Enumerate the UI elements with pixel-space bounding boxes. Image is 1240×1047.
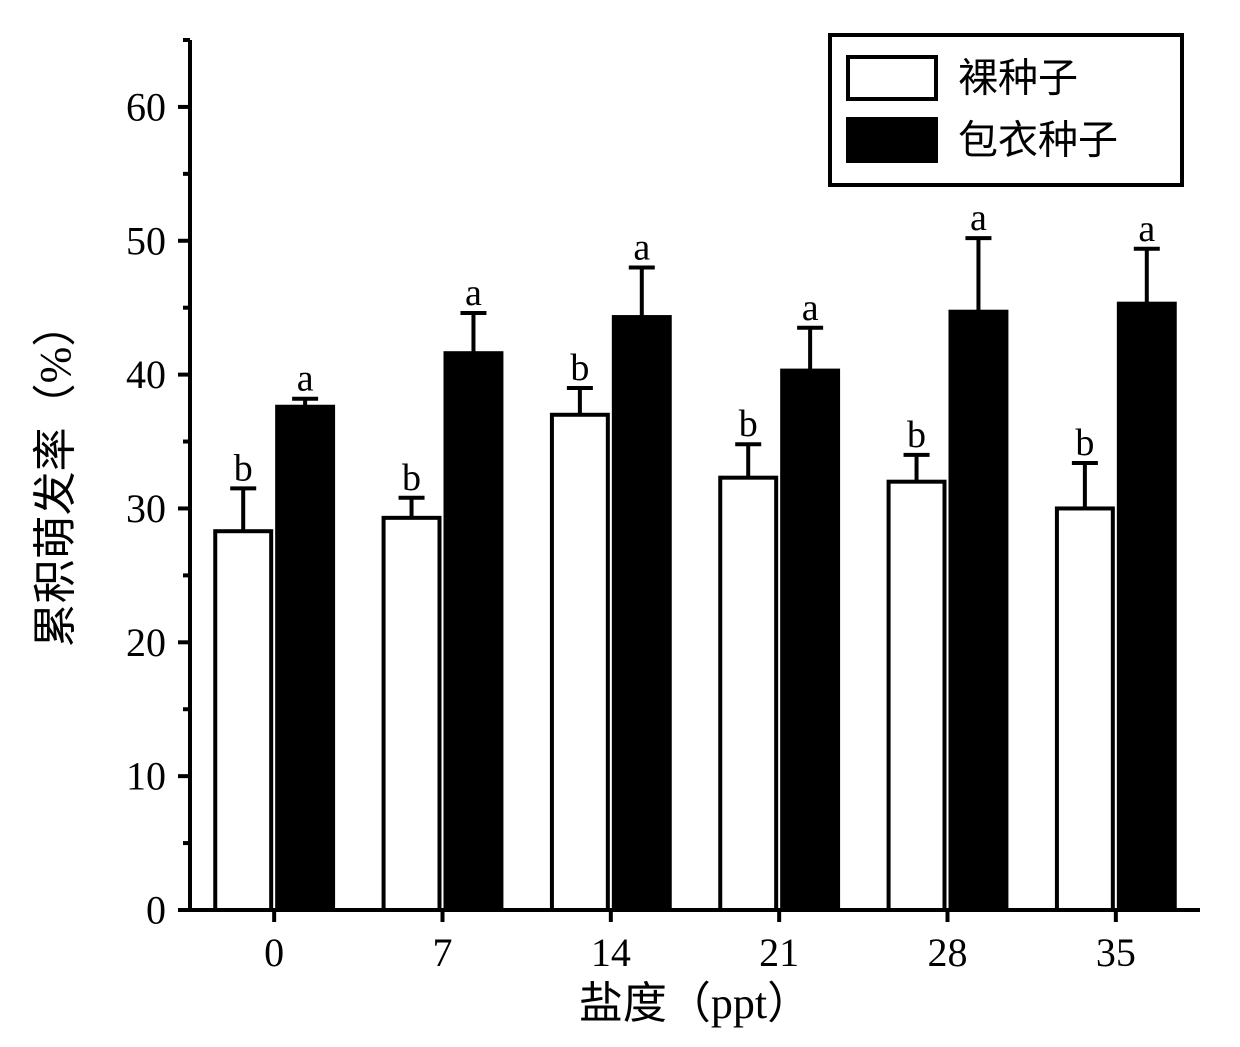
significance-label: b	[1075, 422, 1094, 464]
x-axis-label: 盐度（ppt）	[579, 979, 811, 1028]
bar	[1119, 304, 1175, 910]
chart-svg: b b b b b b a a a a a a 0 10 20 30 40 50 60 0 7 14 21 28 35 盐度（pp…	[0, 0, 1240, 1047]
bar	[384, 518, 440, 910]
legend-swatch	[848, 57, 936, 99]
legend-swatch	[848, 119, 936, 161]
y-tick-label: 0	[146, 888, 166, 933]
x-tick-label: 35	[1096, 930, 1136, 975]
bar-chart: b b b b b b a a a a a a 0 10 20 30 40 50 60 0 7 14 21 28 35 盐度（pp…	[0, 0, 1240, 1047]
bar	[215, 531, 271, 910]
significance-label: a	[297, 358, 314, 400]
bar	[889, 482, 945, 910]
significance-label: a	[970, 197, 987, 239]
significance-label: b	[907, 414, 926, 456]
significance-label: a	[465, 272, 482, 314]
bar	[782, 371, 838, 910]
y-tick-label: 10	[126, 754, 166, 799]
x-tick-label: 14	[591, 930, 631, 975]
y-tick-label: 20	[126, 620, 166, 665]
bar	[446, 353, 502, 910]
x-tick-label: 28	[928, 930, 968, 975]
y-tick-label: 40	[126, 352, 166, 397]
bar	[720, 478, 776, 910]
significance-label: b	[739, 403, 758, 445]
significance-label: a	[802, 287, 819, 329]
y-tick-label: 60	[126, 84, 166, 129]
y-tick-label: 30	[126, 486, 166, 531]
significance-label: b	[402, 457, 421, 499]
significance-label: a	[1138, 208, 1155, 250]
significance-label: b	[570, 347, 589, 389]
significance-label: b	[234, 447, 253, 489]
bar	[951, 312, 1007, 910]
y-tick-label: 50	[126, 218, 166, 263]
bar	[552, 415, 608, 910]
x-tick-label: 21	[759, 930, 799, 975]
legend-label: 包衣种子	[958, 118, 1118, 163]
bar	[1057, 508, 1113, 910]
bar	[277, 407, 333, 910]
y-axis-label: 累积萌发率（%）	[31, 303, 80, 648]
bar	[614, 317, 670, 910]
x-tick-label: 7	[433, 930, 453, 975]
legend-label: 裸种子	[958, 56, 1078, 101]
x-tick-label: 0	[264, 930, 284, 975]
significance-label: a	[633, 227, 650, 269]
